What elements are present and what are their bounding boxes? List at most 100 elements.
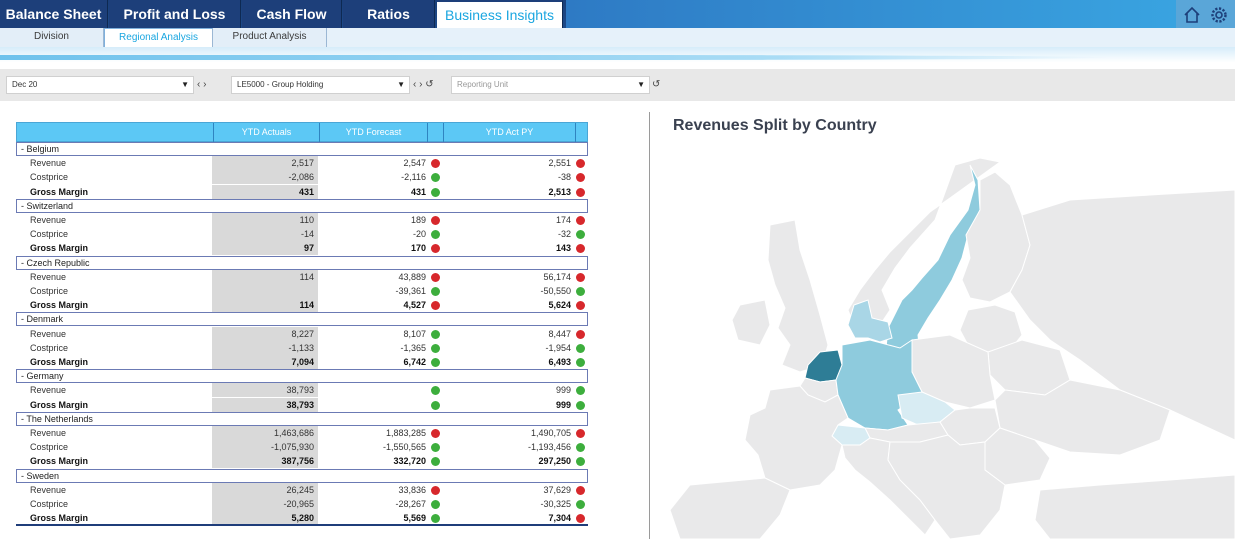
- forecast-status-icon: [431, 216, 440, 225]
- table-row: Revenue 26,245 33,836 37,629: [16, 482, 588, 497]
- gear-icon[interactable]: [1209, 5, 1229, 25]
- chevron-down-icon: ▼: [181, 80, 189, 89]
- group-header[interactable]: - Belgium: [16, 142, 588, 156]
- forecast-status-icon: [431, 514, 440, 524]
- ytd-actual-cell: 38,793: [212, 383, 318, 398]
- ytd-forecast-cell: 33,836: [398, 484, 426, 495]
- ytd-actual-cell: -20,965: [212, 497, 318, 511]
- ytd-actual-cell: 114: [212, 298, 318, 313]
- table-row: Gross Margin 5,280 5,569 7,304: [16, 511, 588, 526]
- group-header[interactable]: - Switzerland: [16, 198, 588, 213]
- tab-business-insights[interactable]: Business Insights: [437, 0, 563, 28]
- table-row: Costprice -14 -20 -32: [16, 227, 588, 242]
- py-status-icon: [576, 485, 585, 495]
- py-status-icon: [576, 443, 585, 453]
- nav-bar-fill: [566, 0, 1235, 28]
- country-ireland[interactable]: [731, 299, 771, 346]
- tab-profit-and-loss[interactable]: Profit and Loss: [109, 0, 241, 28]
- ytd-act-py-cell: 2,513: [548, 186, 571, 197]
- table-bottom-rule: [16, 524, 588, 526]
- group-header[interactable]: - Denmark: [16, 312, 588, 327]
- ytd-forecast-cell: 189: [410, 215, 426, 225]
- reporting-unit-select[interactable]: Reporting Unit ▼: [451, 76, 650, 94]
- table-row: Costprice -39,361 -50,550: [16, 284, 588, 298]
- period-select[interactable]: Dec 20 ▼: [6, 76, 194, 94]
- py-status-icon: [576, 500, 585, 509]
- group-header[interactable]: - The Netherlands: [16, 411, 588, 426]
- group-header[interactable]: - Czech Republic: [16, 255, 588, 270]
- ytd-act-py-cell: -38: [557, 172, 571, 183]
- header-ytd-actuals: YTD Actuals: [213, 123, 319, 142]
- py-status-icon: [576, 173, 585, 183]
- tab-ratios[interactable]: Ratios: [343, 0, 435, 28]
- country-france[interactable]: [744, 385, 849, 491]
- table-row: Costprice -2,086 -2,116 -38: [16, 170, 588, 185]
- ytd-actual-cell: 2,517: [212, 156, 318, 171]
- group-header[interactable]: - Sweden: [16, 468, 588, 483]
- entity-prev-next-icon[interactable]: ‹ › ↺: [413, 79, 434, 90]
- country-uk[interactable]: [767, 219, 829, 373]
- tab-balance-sheet[interactable]: Balance Sheet: [0, 0, 108, 28]
- row-label: Gross Margin: [30, 186, 89, 197]
- table-row: Revenue 110 189 174: [16, 213, 588, 227]
- py-status-icon: [576, 287, 585, 296]
- forecast-status-icon: [431, 173, 440, 183]
- py-status-icon: [576, 514, 585, 524]
- row-label: Revenue: [30, 158, 67, 169]
- country-finland[interactable]: [961, 171, 1031, 303]
- ytd-act-py-cell: 2,551: [548, 158, 571, 169]
- tab-cash-flow[interactable]: Cash Flow: [242, 0, 342, 28]
- country-balkans[interactable]: [887, 434, 1006, 540]
- subtab-division[interactable]: Division: [0, 28, 104, 47]
- header-ytd-act-py: YTD Act PY: [443, 123, 575, 142]
- subtab-product-analysis[interactable]: Product Analysis: [213, 28, 327, 47]
- subtab-regional-analysis[interactable]: Regional Analysis: [104, 28, 213, 47]
- ytd-actual-cell: -2,086: [212, 170, 318, 185]
- row-label: Gross Margin: [30, 399, 89, 410]
- py-status-icon: [576, 244, 585, 254]
- ytd-act-py-cell: -50,550: [540, 286, 571, 296]
- entity-select[interactable]: LE5000 - Group Holding ▼: [231, 76, 410, 94]
- ytd-actual-cell: 110: [212, 213, 318, 227]
- table-row: Revenue 114 43,889 56,174: [16, 269, 588, 284]
- ytd-act-py-cell: 999: [555, 399, 571, 410]
- ytd-act-py-cell: 56,174: [543, 271, 571, 282]
- ytd-actual-cell: 26,245: [212, 482, 318, 497]
- py-status-icon: [576, 457, 585, 467]
- py-status-icon: [576, 400, 585, 410]
- ytd-actual-cell: 387,756: [212, 454, 318, 469]
- row-label: Revenue: [30, 385, 67, 396]
- py-status-icon: [576, 216, 585, 225]
- ytd-act-py-cell: 7,304: [548, 513, 571, 524]
- country-russia[interactable]: [1009, 189, 1235, 441]
- period-prev-next-icon[interactable]: ‹ ›: [197, 79, 207, 90]
- country-spain[interactable]: [669, 477, 791, 540]
- ytd-actual-cell: 97: [212, 241, 318, 256]
- forecast-status-icon: [431, 230, 440, 240]
- forecast-status-icon: [431, 500, 440, 509]
- py-status-icon: [576, 301, 585, 311]
- country-denmark[interactable]: [847, 299, 893, 343]
- header-status-1: [427, 123, 443, 142]
- row-label: Revenue: [30, 328, 67, 339]
- ytd-act-py-cell: -30,325: [540, 499, 571, 509]
- group-header[interactable]: - Germany: [16, 369, 588, 384]
- py-status-icon: [576, 386, 585, 396]
- ytd-actual-cell: 5,280: [212, 511, 318, 526]
- forecast-status-icon: [431, 386, 440, 396]
- country-turkey[interactable]: [1034, 474, 1235, 540]
- ytd-act-py-cell: 1,490,705: [530, 428, 571, 438]
- row-label: Revenue: [30, 428, 67, 438]
- table-row: Revenue 2,517 2,547 2,551: [16, 156, 588, 171]
- home-icon[interactable]: [1182, 5, 1202, 25]
- forecast-status-icon: [431, 329, 440, 339]
- ytd-act-py-cell: -1,954: [545, 342, 571, 353]
- forecast-status-icon: [431, 244, 440, 254]
- country-belarus[interactable]: [987, 339, 1071, 396]
- reset-icon[interactable]: ↺: [652, 79, 661, 90]
- europe-map-svg: [669, 157, 1235, 540]
- row-label: Gross Margin: [30, 243, 89, 254]
- reporting-unit-placeholder: Reporting Unit: [457, 80, 509, 89]
- forecast-status-icon: [431, 485, 440, 495]
- forecast-status-icon: [431, 301, 440, 311]
